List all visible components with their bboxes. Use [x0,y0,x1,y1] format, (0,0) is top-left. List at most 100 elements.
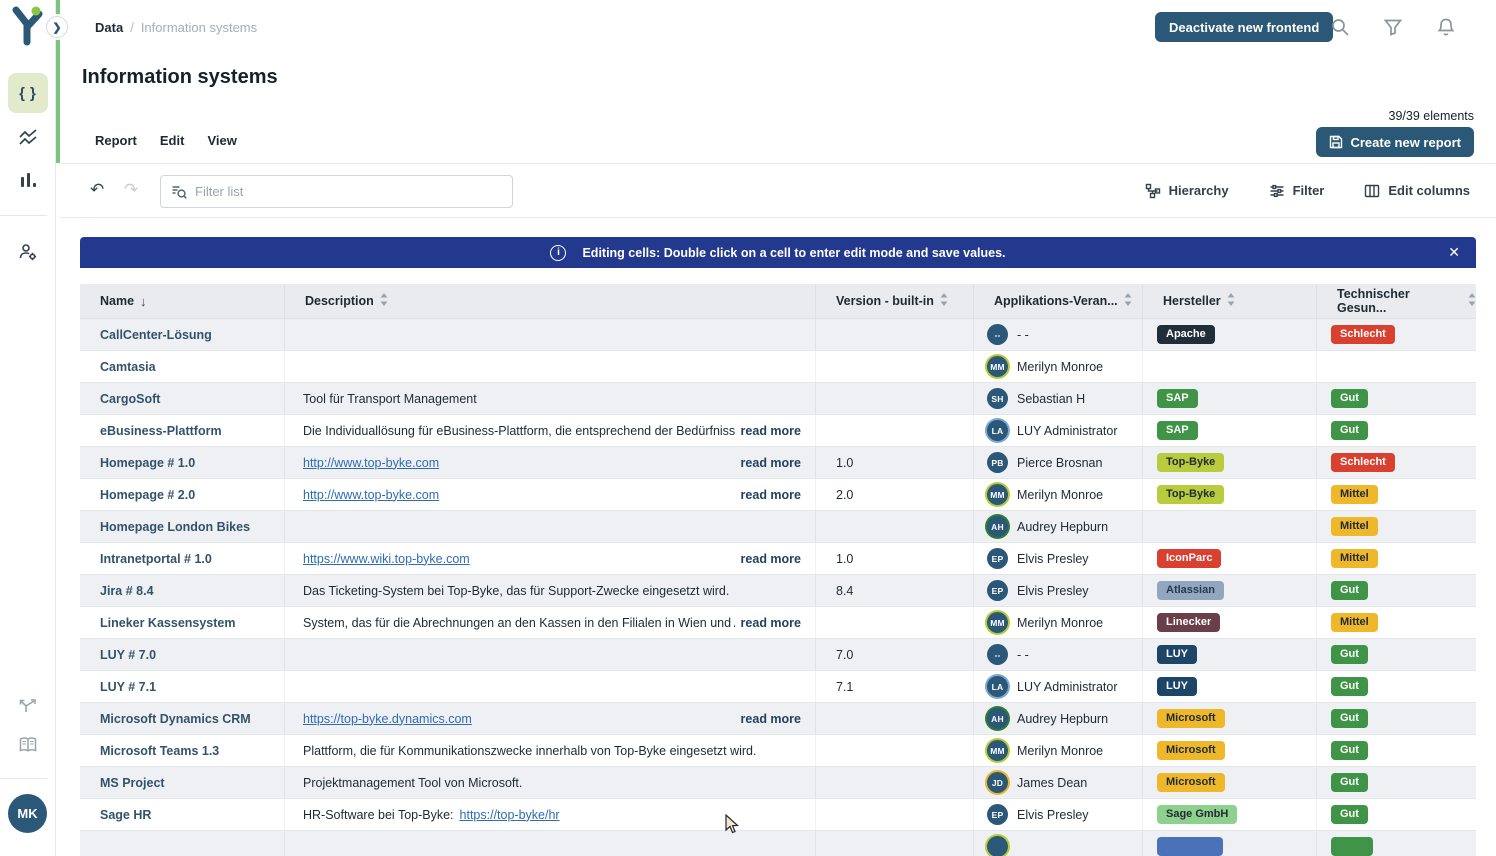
sidebar-item-reports[interactable] [8,118,48,158]
menu-report[interactable]: Report [95,133,137,148]
cell-description[interactable] [285,351,816,382]
cell-description[interactable] [285,319,816,350]
table-row[interactable]: CargoSoft Tool für Transport Management SH… [80,383,1476,415]
cell-responsible[interactable]: LA LUY Administrator [974,415,1143,446]
sort-icon[interactable] [380,293,388,309]
cell-health[interactable]: Gut [1317,735,1476,766]
menu-view[interactable]: View [207,133,237,148]
cell-version[interactable] [816,799,974,830]
cell-version[interactable] [816,703,974,734]
cell-version[interactable] [816,383,974,414]
cell-hersteller[interactable]: Atlassian [1143,575,1317,606]
cell-description[interactable]: Plattform, die für Kommunikationszwecke … [285,735,816,766]
cell-description[interactable]: Das Ticketing-System bei Top-Byke, das f… [285,575,816,606]
cell-name[interactable]: Camtasia [80,351,285,382]
cell-description[interactable]: http://www.top-byke.com read more [285,447,816,478]
cell-health[interactable]: Gut [1317,383,1476,414]
sidebar-item-releases[interactable] [8,686,48,726]
cell-description[interactable] [285,831,816,856]
table-row[interactable]: Jira # 8.4 Das Ticketing-System bei Top-B… [80,575,1476,607]
table-row[interactable]: Intranetportal # 1.0 https://www.wiki.top… [80,543,1476,575]
cell-name[interactable]: Microsoft Teams 1.3 [80,735,285,766]
cell-hersteller[interactable]: LUY [1143,639,1317,670]
cell-name[interactable]: eBusiness-Plattform [80,415,285,446]
luy-logo[interactable] [10,6,46,46]
cell-responsible[interactable]: MM Merilyn Monroe [974,735,1143,766]
cell-version[interactable]: 1.0 [816,543,974,574]
cell-responsible[interactable]: AH Audrey Hepburn [974,703,1143,734]
description-link[interactable]: https://top-byke.dynamics.com [303,711,472,726]
cell-responsible[interactable]: LA LUY Administrator [974,671,1143,702]
cell-hersteller[interactable]: Top-Byke [1143,479,1317,510]
cell-description[interactable]: Tool für Transport Management [285,383,816,414]
cell-hersteller[interactable] [1143,511,1317,542]
cell-hersteller[interactable]: Sage GmbH [1143,799,1317,830]
table-row[interactable] [80,831,1476,856]
sidebar-item-dashboards[interactable] [8,160,48,200]
cell-description[interactable]: System, das für die Abrechnungen an den … [285,607,816,638]
cell-hersteller[interactable] [1143,351,1317,382]
cell-name[interactable] [80,831,285,856]
table-row[interactable]: CallCenter-Lösung -- - - Apache Schlecht [80,319,1476,351]
cell-version[interactable] [816,831,974,856]
cell-health[interactable]: Gut [1317,799,1476,830]
read-more-link[interactable]: read more [740,423,801,438]
cell-name[interactable]: LUY # 7.0 [80,639,285,670]
cell-hersteller[interactable]: Apache [1143,319,1317,350]
cell-responsible[interactable]: MM Merilyn Monroe [974,479,1143,510]
column-header-description[interactable]: Description [285,284,816,318]
cell-name[interactable]: LUY # 7.1 [80,671,285,702]
cell-health[interactable] [1317,351,1476,382]
banner-close-icon[interactable]: ✕ [1448,244,1460,260]
cell-description[interactable]: Die Individuallösung für eBusiness-Platt… [285,415,816,446]
breadcrumb-data[interactable]: Data [95,20,124,35]
cell-description[interactable]: http://www.top-byke.com read more [285,479,816,510]
cell-version[interactable] [816,607,974,638]
read-more-link[interactable]: read more [740,615,801,630]
cell-version[interactable] [816,735,974,766]
filter-button[interactable]: Filter [1269,183,1324,199]
cell-responsible[interactable]: EP Elvis Presley [974,799,1143,830]
cell-description[interactable]: Projektmanagement Tool von Microsoft. [285,767,816,798]
sidebar-item-data[interactable]: { } [8,73,48,113]
sort-icon[interactable] [1124,293,1132,309]
description-link[interactable]: http://www.top-byke.com [303,487,440,502]
cell-responsible[interactable]: JD James Dean [974,767,1143,798]
cell-description[interactable]: HR-Software bei Top-Byke: https://top-by… [285,799,816,830]
search-icon[interactable] [1330,17,1350,37]
redo-button[interactable]: ↷ [124,180,139,199]
description-link[interactable]: http://www.top-byke.com [303,455,440,470]
table-row[interactable]: Homepage # 2.0 http://www.top-byke.com rea… [80,479,1476,511]
cell-hersteller[interactable]: IconParc [1143,543,1317,574]
table-row[interactable]: Sage HR HR-Software bei Top-Byke: https:/… [80,799,1476,831]
cell-health[interactable] [1317,831,1476,856]
hierarchy-button[interactable]: Hierarchy [1145,183,1229,199]
table-row[interactable]: MS Project Projektmanagement Tool von Mic… [80,767,1476,799]
column-header-version-built-in[interactable]: Version - built-in [816,284,974,318]
cell-version[interactable] [816,511,974,542]
cell-version[interactable]: 2.0 [816,479,974,510]
table-row[interactable]: Microsoft Teams 1.3 Plattform, die für Ko… [80,735,1476,767]
cell-health[interactable]: Mittel [1317,511,1476,542]
cell-responsible[interactable]: SH Sebastian H [974,383,1143,414]
cell-name[interactable]: CargoSoft [80,383,285,414]
sort-icon[interactable] [1468,293,1476,309]
column-header-technischer-gesun-[interactable]: Technischer Gesun... [1317,284,1476,318]
cell-version[interactable] [816,415,974,446]
cell-name[interactable]: Homepage # 1.0 [80,447,285,478]
cell-responsible[interactable]: MM Merilyn Monroe [974,351,1143,382]
cell-responsible[interactable]: AH Audrey Hepburn [974,511,1143,542]
cell-health[interactable]: Schlecht [1317,447,1476,478]
sort-icon[interactable] [940,293,948,309]
cell-health[interactable]: Mittel [1317,543,1476,574]
cell-hersteller[interactable]: Microsoft [1143,735,1317,766]
cell-responsible[interactable]: MM Merilyn Monroe [974,607,1143,638]
table-row[interactable]: Lineker Kassensystem System, das für die … [80,607,1476,639]
filter-funnel-icon[interactable] [1383,17,1403,37]
read-more-link[interactable]: read more [740,455,801,470]
sort-desc-icon[interactable]: ↓ [140,293,147,309]
cell-responsible[interactable]: EP Elvis Presley [974,543,1143,574]
cell-version[interactable]: 7.1 [816,671,974,702]
cell-description[interactable]: https://top-byke.dynamics.com read more [285,703,816,734]
table-row[interactable]: Homepage # 1.0 http://www.top-byke.com rea… [80,447,1476,479]
